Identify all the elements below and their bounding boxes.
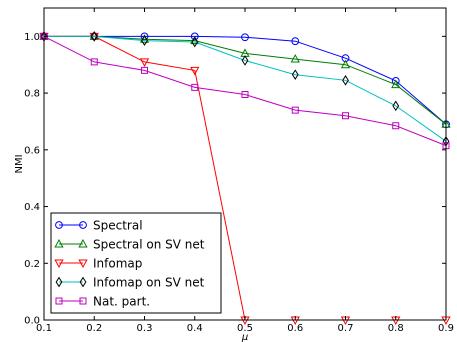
series-4	[40, 32, 450, 150]
legend-marker	[54, 238, 64, 248]
legend-marker	[55, 297, 63, 305]
x-axis-label: μ	[241, 332, 248, 342]
series-line	[43, 35, 447, 147]
x-tick-label: 0.8	[388, 323, 404, 334]
legend-item: Nat. part.	[55, 295, 150, 309]
axis-ticks: 0.1 0.2 0.3 0.4 0.5 0.6 0.7 0.8 0.9 0.0 0.2 0.4 0.6 0…	[24, 8, 454, 334]
y-tick-label: 0.2	[24, 259, 40, 270]
data-point	[139, 58, 150, 67]
legend-label: Nat. part.	[93, 295, 150, 309]
x-tick-label: 0.6	[287, 323, 303, 334]
legend-marker	[55, 276, 63, 288]
data-point	[342, 74, 349, 86]
data-point	[391, 79, 401, 89]
data-point	[392, 100, 400, 112]
data-point	[90, 58, 98, 66]
x-tick-label: 0.4	[187, 323, 203, 334]
y-tick-label: 1.0	[24, 32, 40, 43]
legend-item: Spectral	[55, 219, 143, 233]
legend-label: Infomap	[93, 257, 142, 271]
data-point	[291, 37, 300, 46]
y-axis-label: NMI	[14, 154, 25, 173]
data-point	[241, 91, 249, 99]
data-point	[191, 83, 199, 91]
legend: Spectral Spectral on SV net Infomap Infomap…	[50, 212, 222, 314]
data-point	[392, 122, 400, 130]
data-point	[291, 69, 299, 80]
legend-marker	[79, 221, 87, 229]
legend-marker	[79, 297, 87, 305]
legend-marker	[54, 259, 64, 269]
legend-marker	[78, 238, 88, 248]
data-point	[90, 31, 98, 42]
legend-label: Spectral on SV net	[93, 238, 205, 252]
data-point	[141, 66, 148, 74]
data-point	[141, 35, 148, 46]
legend-item: Infomap on SV net	[55, 276, 205, 290]
y-tick-label: 0.6	[24, 145, 40, 156]
data-point	[190, 32, 199, 41]
legend-item: Infomap	[54, 257, 142, 271]
series-3	[40, 31, 450, 147]
legend-marker	[78, 259, 88, 269]
data-point	[241, 55, 249, 66]
legend-marker	[79, 276, 87, 288]
data-point	[290, 54, 300, 63]
series-0	[40, 32, 450, 129]
x-tick-label: 0.1	[36, 323, 52, 334]
legend-label: Spectral	[93, 219, 143, 233]
data-point	[291, 106, 299, 114]
data-point	[442, 142, 450, 150]
x-tick-label: 0.5	[237, 323, 253, 334]
legend-item: Spectral on SV net	[54, 238, 205, 252]
legend-marker	[55, 221, 63, 229]
y-tick-label: 0.0	[24, 316, 40, 327]
data-point	[342, 112, 349, 120]
data-point	[140, 32, 149, 41]
y-tick-label: 0.8	[24, 89, 40, 100]
data-point	[190, 66, 200, 76]
data-point	[340, 59, 351, 69]
x-tick-label: 0.3	[137, 323, 153, 334]
y-tick-label: 0.4	[24, 202, 40, 213]
data-point	[241, 33, 249, 42]
series-line	[44, 35, 447, 125]
data-point	[40, 32, 48, 40]
series-1	[39, 31, 451, 128]
data-point	[191, 36, 199, 48]
legend-label: Infomap on SV net	[93, 276, 205, 290]
series-line	[44, 35, 447, 142]
x-tick-label: 0.2	[86, 323, 102, 334]
x-tick-label: 0.9	[438, 323, 454, 334]
x-tick-label: 0.7	[338, 323, 354, 334]
